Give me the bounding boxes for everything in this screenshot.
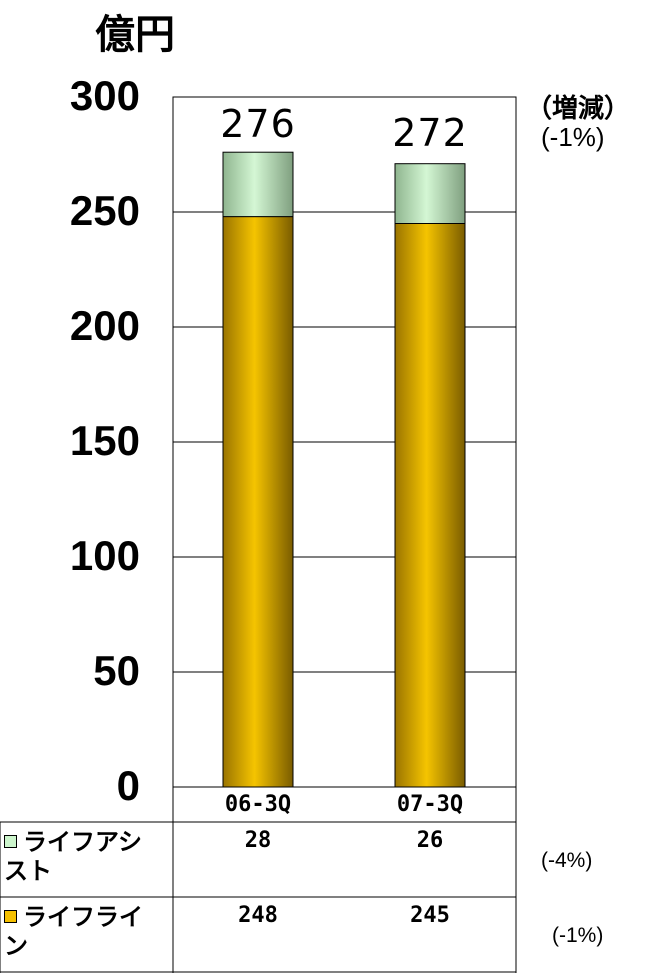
table-value: 248 <box>238 903 278 928</box>
table-value: 26 <box>416 828 444 853</box>
y-tick-label: 50 <box>93 647 140 694</box>
y-tick-label: 0 <box>116 762 140 809</box>
y-tick-label: 100 <box>69 532 140 579</box>
legend-swatch <box>4 909 17 923</box>
row-change: (-4%) <box>541 849 593 872</box>
legend-swatch <box>4 834 17 848</box>
total-change: (-1%) <box>541 122 605 152</box>
y-tick-label: 300 <box>69 72 140 119</box>
bar-segment <box>222 151 294 218</box>
total-label: 272 <box>392 111 468 156</box>
table-value: 28 <box>244 828 272 853</box>
bar-segment <box>394 223 466 788</box>
y-tick-label: 150 <box>69 417 140 464</box>
legend-entry: ライフアシスト <box>4 828 154 886</box>
change-header: （増減） <box>526 94 631 124</box>
bar-segment <box>222 216 294 788</box>
table-value: 245 <box>410 903 450 928</box>
y-tick-label: 200 <box>69 302 140 349</box>
row-change: (-1%) <box>552 924 604 947</box>
legend-entry: ライフライン <box>4 903 154 961</box>
unit-label: 億円 <box>95 12 175 58</box>
legend-label: ライフアシスト <box>4 828 143 885</box>
category-label: 07-3Q <box>396 792 464 817</box>
bar-segment <box>394 163 466 224</box>
legend-label: ライフライン <box>4 903 143 960</box>
category-label: 06-3Q <box>224 792 292 817</box>
y-tick-label: 250 <box>69 187 140 234</box>
total-label: 276 <box>220 102 296 147</box>
